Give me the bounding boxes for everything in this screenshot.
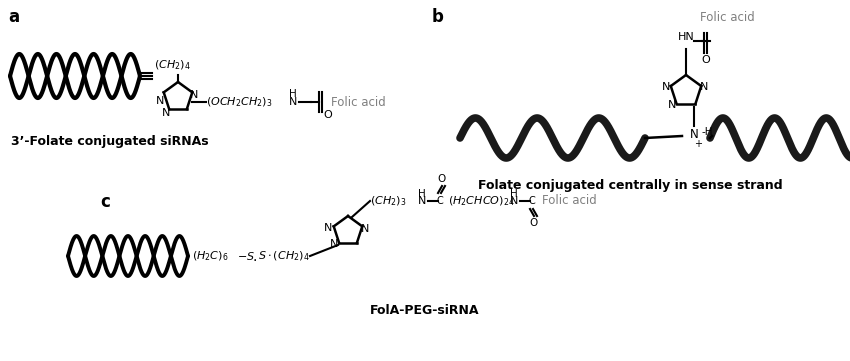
Text: N: N <box>289 97 297 107</box>
Text: N: N <box>324 223 332 233</box>
Text: N: N <box>330 239 338 249</box>
Text: $-S$: $-S$ <box>237 250 255 262</box>
Text: Folic acid: Folic acid <box>700 11 755 24</box>
Text: O: O <box>530 218 538 228</box>
Text: a: a <box>8 8 19 26</box>
Text: N: N <box>190 90 198 100</box>
Text: $S\cdot(CH_2)_4$: $S\cdot(CH_2)_4$ <box>258 249 309 263</box>
Text: O: O <box>323 110 332 120</box>
Text: H: H <box>510 189 518 199</box>
Text: O: O <box>701 55 711 65</box>
Text: $(H_2C)_6$: $(H_2C)_6$ <box>192 249 229 263</box>
Text: N: N <box>418 196 426 206</box>
Text: Folic acid: Folic acid <box>542 195 597 208</box>
Text: -H: -H <box>702 127 713 137</box>
Text: N: N <box>156 96 164 106</box>
Text: C: C <box>437 196 444 206</box>
Text: Folate conjugated centrally in sense strand: Folate conjugated centrally in sense str… <box>478 179 782 192</box>
Text: N: N <box>162 108 170 118</box>
Text: N: N <box>700 82 708 92</box>
Text: FolA-PEG-siRNA: FolA-PEG-siRNA <box>371 304 479 318</box>
Text: $\cdot$: $\cdot$ <box>252 252 257 266</box>
Text: N: N <box>662 82 670 92</box>
Text: HN: HN <box>677 32 694 42</box>
Text: c: c <box>100 193 110 211</box>
Text: $(CH_2)_4$: $(CH_2)_4$ <box>154 58 190 72</box>
Text: N: N <box>510 196 518 206</box>
Text: +: + <box>694 139 702 149</box>
Text: N: N <box>668 100 677 110</box>
Text: $(H_2CHCO)_{24}$: $(H_2CHCO)_{24}$ <box>448 194 514 208</box>
Text: Folic acid: Folic acid <box>331 96 386 109</box>
Text: H: H <box>289 89 297 99</box>
Text: 3’-Folate conjugated siRNAs: 3’-Folate conjugated siRNAs <box>11 135 209 148</box>
Text: C: C <box>529 196 536 206</box>
Text: $(CH_2)_3$: $(CH_2)_3$ <box>370 194 406 208</box>
Text: O: O <box>438 174 446 184</box>
Text: N: N <box>689 127 699 140</box>
Text: N: N <box>360 224 369 234</box>
Text: $(OCH_2CH_2)_3$: $(OCH_2CH_2)_3$ <box>206 95 273 109</box>
Text: H: H <box>418 189 426 199</box>
Text: b: b <box>432 8 444 26</box>
